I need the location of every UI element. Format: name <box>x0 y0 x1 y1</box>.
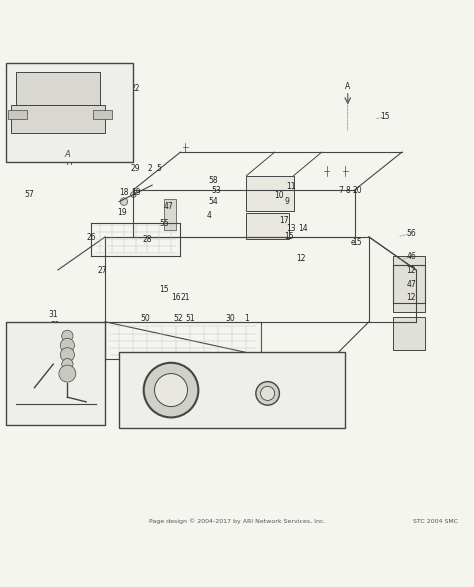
Text: A: A <box>67 158 73 167</box>
Text: 51: 51 <box>185 313 195 322</box>
Text: e: e <box>350 238 355 247</box>
Text: 11: 11 <box>286 181 296 191</box>
Bar <box>119 352 346 428</box>
Text: 15: 15 <box>352 238 362 247</box>
Bar <box>392 317 426 350</box>
Text: 49: 49 <box>70 409 79 418</box>
Circle shape <box>62 330 73 342</box>
Text: 29: 29 <box>131 164 140 173</box>
Text: 52: 52 <box>173 313 183 322</box>
Text: 54: 54 <box>209 197 219 206</box>
Text: 15: 15 <box>159 285 169 294</box>
Text: 32: 32 <box>51 321 60 330</box>
Text: 19: 19 <box>131 188 140 197</box>
Text: 34: 34 <box>51 343 61 352</box>
Text: 37: 37 <box>77 365 86 375</box>
Circle shape <box>130 192 136 197</box>
Text: 33: 33 <box>27 332 37 340</box>
Text: 30: 30 <box>79 351 89 360</box>
Bar <box>16 72 100 105</box>
Text: 2: 2 <box>147 164 152 173</box>
Text: 5: 5 <box>157 164 162 173</box>
Text: 28: 28 <box>143 235 152 244</box>
Text: 57: 57 <box>25 190 35 199</box>
Text: Page design © 2004-2017 by ARI Network Services, Inc.: Page design © 2004-2017 by ARI Network S… <box>149 519 325 524</box>
Text: 4: 4 <box>206 211 211 220</box>
Bar <box>6 63 133 161</box>
Text: 44: 44 <box>282 413 292 421</box>
Text: 7: 7 <box>338 186 343 195</box>
Text: 47: 47 <box>407 279 416 289</box>
Bar <box>6 322 105 426</box>
Text: 55: 55 <box>159 220 169 228</box>
Text: 58: 58 <box>209 176 218 185</box>
Text: 25: 25 <box>119 126 129 136</box>
Text: 20: 20 <box>352 186 362 195</box>
Text: A: A <box>64 150 70 159</box>
Text: 27: 27 <box>98 266 108 275</box>
Circle shape <box>59 365 76 382</box>
Text: 38: 38 <box>58 386 67 394</box>
Text: 45: 45 <box>301 395 310 404</box>
Text: 8: 8 <box>346 186 350 195</box>
Text: 22: 22 <box>131 84 140 93</box>
Text: 15: 15 <box>284 232 294 241</box>
Text: 43: 43 <box>284 394 294 403</box>
Text: 18: 18 <box>119 188 128 197</box>
Text: 9: 9 <box>284 197 289 206</box>
Text: 40: 40 <box>79 381 89 390</box>
Bar <box>9 110 27 119</box>
Text: 24: 24 <box>117 107 127 117</box>
Text: 39: 39 <box>10 404 20 413</box>
Circle shape <box>60 338 74 352</box>
Text: 31: 31 <box>48 310 58 319</box>
Text: 12: 12 <box>407 266 416 275</box>
Text: 53: 53 <box>211 186 221 195</box>
Circle shape <box>144 363 198 417</box>
Bar <box>246 214 289 239</box>
Text: 56: 56 <box>407 229 416 238</box>
Circle shape <box>60 348 74 362</box>
Text: 3: 3 <box>48 75 53 83</box>
Text: 15: 15 <box>381 112 390 122</box>
Text: 42: 42 <box>296 413 305 421</box>
Circle shape <box>261 386 275 400</box>
Text: 46: 46 <box>407 252 416 261</box>
Circle shape <box>62 359 73 370</box>
Bar <box>164 199 176 230</box>
Text: 26: 26 <box>86 234 96 242</box>
Bar <box>11 105 105 133</box>
Text: 50: 50 <box>140 313 150 322</box>
Text: 12: 12 <box>407 293 416 302</box>
Text: 42: 42 <box>211 389 220 398</box>
Text: 35: 35 <box>25 343 35 352</box>
Text: 21: 21 <box>181 293 190 302</box>
Text: 10: 10 <box>274 191 284 200</box>
Text: 13: 13 <box>286 224 296 233</box>
Text: 36: 36 <box>13 356 23 365</box>
Text: 41: 41 <box>145 408 155 417</box>
Text: 30: 30 <box>225 313 235 322</box>
Bar <box>392 256 426 312</box>
Circle shape <box>120 198 128 205</box>
Text: 44: 44 <box>249 394 258 403</box>
Text: A: A <box>345 82 350 90</box>
Text: 12: 12 <box>296 254 305 262</box>
Text: 23: 23 <box>22 75 32 83</box>
Text: 1: 1 <box>244 313 249 322</box>
Text: 14: 14 <box>298 224 308 233</box>
Text: 16: 16 <box>171 293 181 302</box>
Bar <box>246 176 293 211</box>
Text: 33: 33 <box>51 332 61 342</box>
Text: 47: 47 <box>164 202 173 211</box>
Text: 6: 6 <box>11 114 16 124</box>
Bar <box>93 110 112 119</box>
Text: STC 2004 SMC: STC 2004 SMC <box>413 519 458 524</box>
Circle shape <box>256 382 279 405</box>
Text: 17: 17 <box>279 216 289 225</box>
Text: 19: 19 <box>117 208 127 217</box>
Circle shape <box>155 373 188 407</box>
